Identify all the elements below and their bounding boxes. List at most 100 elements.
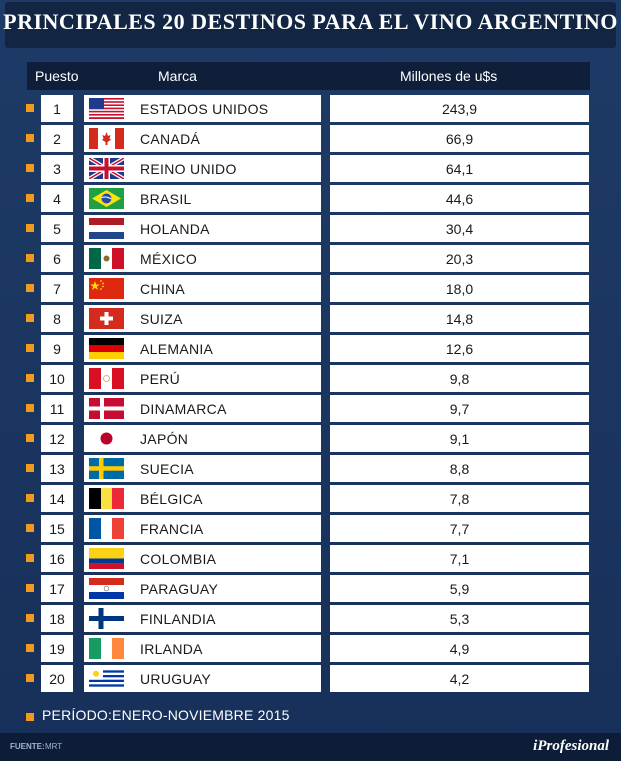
bullet-icon	[26, 404, 34, 412]
country-label: HOLANDA	[140, 221, 210, 237]
denmark-flag-icon	[89, 398, 124, 419]
value-label: 8,8	[449, 461, 470, 477]
value-label: 9,7	[449, 401, 470, 417]
value-cell: 14,8	[330, 305, 589, 332]
value-label: 14,8	[445, 311, 474, 327]
value-label: 5,9	[449, 581, 470, 597]
value-label: 18,0	[445, 281, 474, 297]
ireland-flag-icon	[89, 638, 124, 659]
value-cell: 18,0	[330, 275, 589, 302]
bullet-icon	[26, 524, 34, 532]
value-cell: 7,1	[330, 545, 589, 572]
table-row: 11 DINAMARCA 9,7	[0, 395, 621, 422]
colombia-flag-icon	[89, 548, 124, 569]
country-cell: FINLANDIA	[84, 605, 321, 632]
country-cell: BRASIL	[84, 185, 321, 212]
value-label: 20,3	[445, 251, 474, 267]
value-label: 9,1	[449, 431, 470, 447]
paraguay-flag-icon	[89, 578, 124, 599]
bullet-icon	[26, 494, 34, 502]
netherlands-flag-icon	[89, 218, 124, 239]
rank-cell: 7	[41, 275, 73, 302]
country-label: BRASIL	[140, 191, 192, 207]
country-cell: PERÚ	[84, 365, 321, 392]
rank-label: 11	[49, 401, 65, 417]
rank-cell: 4	[41, 185, 73, 212]
rank-cell: 13	[41, 455, 73, 482]
table-row: 7 CHINA 18,0	[0, 275, 621, 302]
rank-label: 9	[53, 341, 61, 357]
value-label: 12,6	[445, 341, 474, 357]
rank-label: 15	[49, 521, 65, 537]
country-label: URUGUAY	[140, 671, 212, 687]
peru-flag-icon	[89, 368, 124, 389]
value-cell: 20,3	[330, 245, 589, 272]
bullet-icon	[26, 194, 34, 202]
value-cell: 8,8	[330, 455, 589, 482]
bullet-icon	[26, 464, 34, 472]
value-cell: 7,8	[330, 485, 589, 512]
value-cell: 7,7	[330, 515, 589, 542]
france-flag-icon	[89, 518, 124, 539]
rank-label: 7	[53, 281, 61, 297]
value-cell: 44,6	[330, 185, 589, 212]
value-cell: 5,9	[330, 575, 589, 602]
country-label: PERÚ	[140, 371, 181, 387]
table-row: 14 BÉLGICA 7,8	[0, 485, 621, 512]
country-label: ALEMANIA	[140, 341, 214, 357]
bullet-icon	[26, 254, 34, 262]
country-label: PARAGUAY	[140, 581, 219, 597]
value-label: 5,3	[449, 611, 470, 627]
table-row: 1 ESTADOS UNIDOS 243,9	[0, 95, 621, 122]
value-cell: 4,9	[330, 635, 589, 662]
rank-cell: 12	[41, 425, 73, 452]
rank-cell: 15	[41, 515, 73, 542]
bullet-icon	[26, 104, 34, 112]
table-header: Puesto Marca Millones de u$s	[27, 62, 590, 90]
country-label: SUECIA	[140, 461, 194, 477]
table-row: 16 COLOMBIA 7,1	[0, 545, 621, 572]
canada-flag-icon	[89, 128, 124, 149]
country-label: REINO UNIDO	[140, 161, 237, 177]
value-label: 44,6	[445, 191, 474, 207]
bullet-icon	[26, 713, 34, 721]
table-row: 12 JAPÓN 9,1	[0, 425, 621, 452]
table-row: 5 HOLANDA 30,4	[0, 215, 621, 242]
rank-cell: 17	[41, 575, 73, 602]
table-row: 6 MÉXICO 20,3	[0, 245, 621, 272]
table-row: 18 FINLANDIA 5,3	[0, 605, 621, 632]
table-row: 10 PERÚ 9,8	[0, 365, 621, 392]
bullet-icon	[26, 284, 34, 292]
rank-label: 12	[49, 431, 65, 447]
value-label: 4,2	[449, 671, 470, 687]
country-cell: URUGUAY	[84, 665, 321, 692]
country-cell: FRANCIA	[84, 515, 321, 542]
country-label: FRANCIA	[140, 521, 204, 537]
rank-cell: 2	[41, 125, 73, 152]
table-row: 8 SUIZA 14,8	[0, 305, 621, 332]
country-label: IRLANDA	[140, 641, 203, 657]
country-cell: SUECIA	[84, 455, 321, 482]
rank-cell: 10	[41, 365, 73, 392]
brazil-flag-icon	[89, 188, 124, 209]
table-row: 4 BRASIL 44,6	[0, 185, 621, 212]
china-flag-icon	[89, 278, 124, 299]
table-row: 2 CANADÁ 66,9	[0, 125, 621, 152]
country-cell: CANADÁ	[84, 125, 321, 152]
bullet-icon	[26, 584, 34, 592]
table-row: 20 URUGUAY 4,2	[0, 665, 621, 692]
belgium-flag-icon	[89, 488, 124, 509]
rank-cell: 3	[41, 155, 73, 182]
bullet-icon	[26, 164, 34, 172]
rank-label: 10	[49, 371, 65, 387]
country-label: MÉXICO	[140, 251, 198, 267]
bullet-icon	[26, 224, 34, 232]
value-cell: 64,1	[330, 155, 589, 182]
rank-label: 8	[53, 311, 61, 327]
country-label: FINLANDIA	[140, 611, 216, 627]
country-label: CANADÁ	[140, 131, 201, 147]
column-header-puesto: Puesto	[35, 68, 79, 84]
rank-cell: 1	[41, 95, 73, 122]
value-label: 4,9	[449, 641, 470, 657]
